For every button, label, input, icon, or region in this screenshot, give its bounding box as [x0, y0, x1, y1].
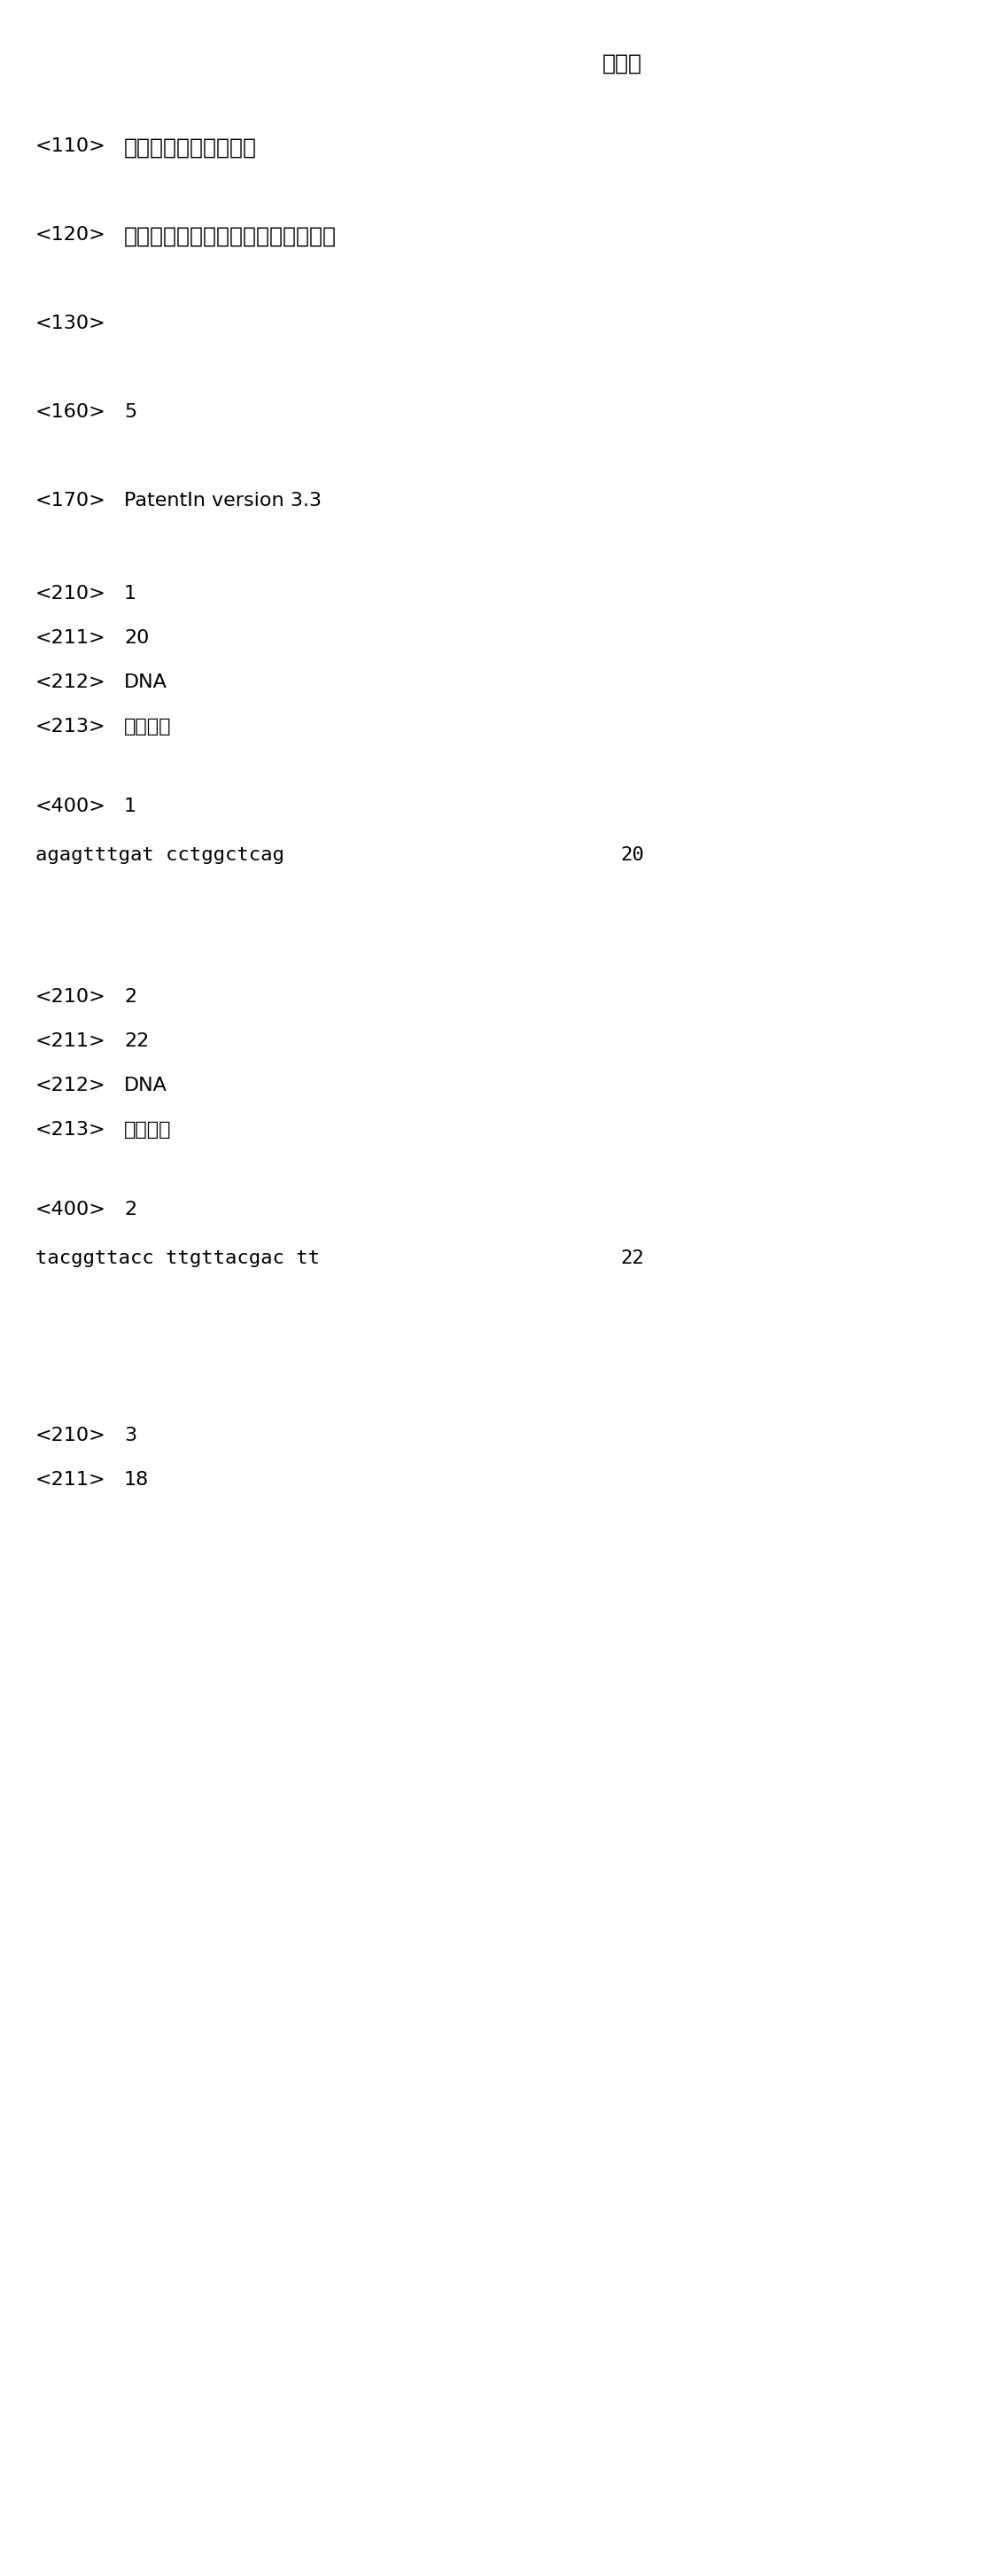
Text: <213>: <213> [35, 719, 106, 737]
Text: 22: 22 [124, 1033, 149, 1051]
Text: 18: 18 [124, 1471, 149, 1489]
Text: <120>: <120> [35, 227, 106, 245]
Text: 用于黄钓矿浸出的中温浸矿复合菌系: 用于黄钓矿浸出的中温浸矿复合菌系 [124, 227, 337, 247]
Text: DNA: DNA [124, 672, 167, 690]
Text: 20: 20 [620, 848, 644, 863]
Text: PatentIn version 3.3: PatentIn version 3.3 [124, 492, 322, 510]
Text: <160>: <160> [35, 404, 106, 420]
Text: DNA: DNA [124, 1077, 167, 1095]
Text: <400>: <400> [35, 1200, 106, 1218]
Text: 北京有色金属研究总院: 北京有色金属研究总院 [124, 137, 257, 160]
Text: <400>: <400> [35, 799, 106, 814]
Text: <130>: <130> [35, 314, 106, 332]
Text: <210>: <210> [35, 585, 106, 603]
Text: <210>: <210> [35, 1427, 106, 1445]
Text: agagtttgat cctggctcag: agagtttgat cctggctcag [35, 848, 285, 863]
Text: 3: 3 [124, 1427, 136, 1445]
Text: 5: 5 [124, 404, 136, 420]
Text: 人工序列: 人工序列 [124, 1121, 171, 1139]
Text: <212>: <212> [35, 1077, 106, 1095]
Text: 2: 2 [124, 989, 136, 1005]
Text: 22: 22 [620, 1249, 644, 1267]
Text: <110>: <110> [35, 137, 106, 155]
Text: tacggttacc ttgttacgac tt: tacggttacc ttgttacgac tt [35, 1249, 320, 1267]
Text: 人工序列: 人工序列 [124, 719, 171, 737]
Text: 20: 20 [124, 629, 149, 647]
Text: 1: 1 [124, 585, 136, 603]
Text: 2: 2 [124, 1200, 136, 1218]
Text: <170>: <170> [35, 492, 106, 510]
Text: <210>: <210> [35, 989, 106, 1005]
Text: <212>: <212> [35, 672, 106, 690]
Text: <213>: <213> [35, 1121, 106, 1139]
Text: 1: 1 [124, 799, 136, 814]
Text: <211>: <211> [35, 629, 106, 647]
Text: 序列表: 序列表 [602, 54, 642, 75]
Text: <211>: <211> [35, 1471, 106, 1489]
Text: <211>: <211> [35, 1033, 106, 1051]
